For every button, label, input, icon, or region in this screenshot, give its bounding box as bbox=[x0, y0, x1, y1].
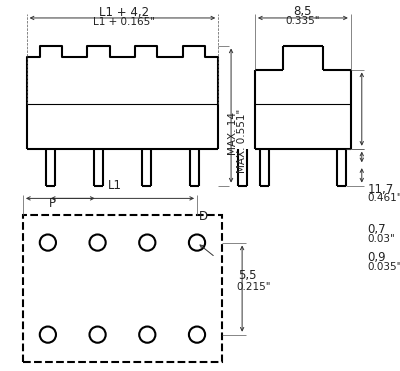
Text: L1: L1 bbox=[108, 179, 122, 192]
Text: L1 + 4,2: L1 + 4,2 bbox=[99, 6, 149, 19]
Text: 0,7: 0,7 bbox=[367, 223, 386, 236]
Text: 8,5: 8,5 bbox=[294, 5, 312, 18]
Text: 0.035": 0.035" bbox=[367, 262, 400, 272]
Bar bbox=[23, 215, 222, 362]
Text: MAX. 14: MAX. 14 bbox=[228, 112, 238, 155]
Text: 11,7: 11,7 bbox=[367, 183, 394, 196]
Text: P: P bbox=[49, 197, 56, 210]
Text: 0.461": 0.461" bbox=[367, 193, 400, 203]
Text: MAX. 0.551": MAX. 0.551" bbox=[237, 109, 247, 173]
Text: 0.03": 0.03" bbox=[367, 234, 395, 244]
Text: D: D bbox=[199, 210, 208, 223]
Text: 5,5: 5,5 bbox=[238, 269, 256, 282]
Text: L1 + 0.165": L1 + 0.165" bbox=[93, 17, 155, 27]
Text: 0.335": 0.335" bbox=[286, 16, 320, 26]
Text: 0.215": 0.215" bbox=[236, 282, 270, 292]
Text: 0,9: 0,9 bbox=[367, 251, 386, 264]
